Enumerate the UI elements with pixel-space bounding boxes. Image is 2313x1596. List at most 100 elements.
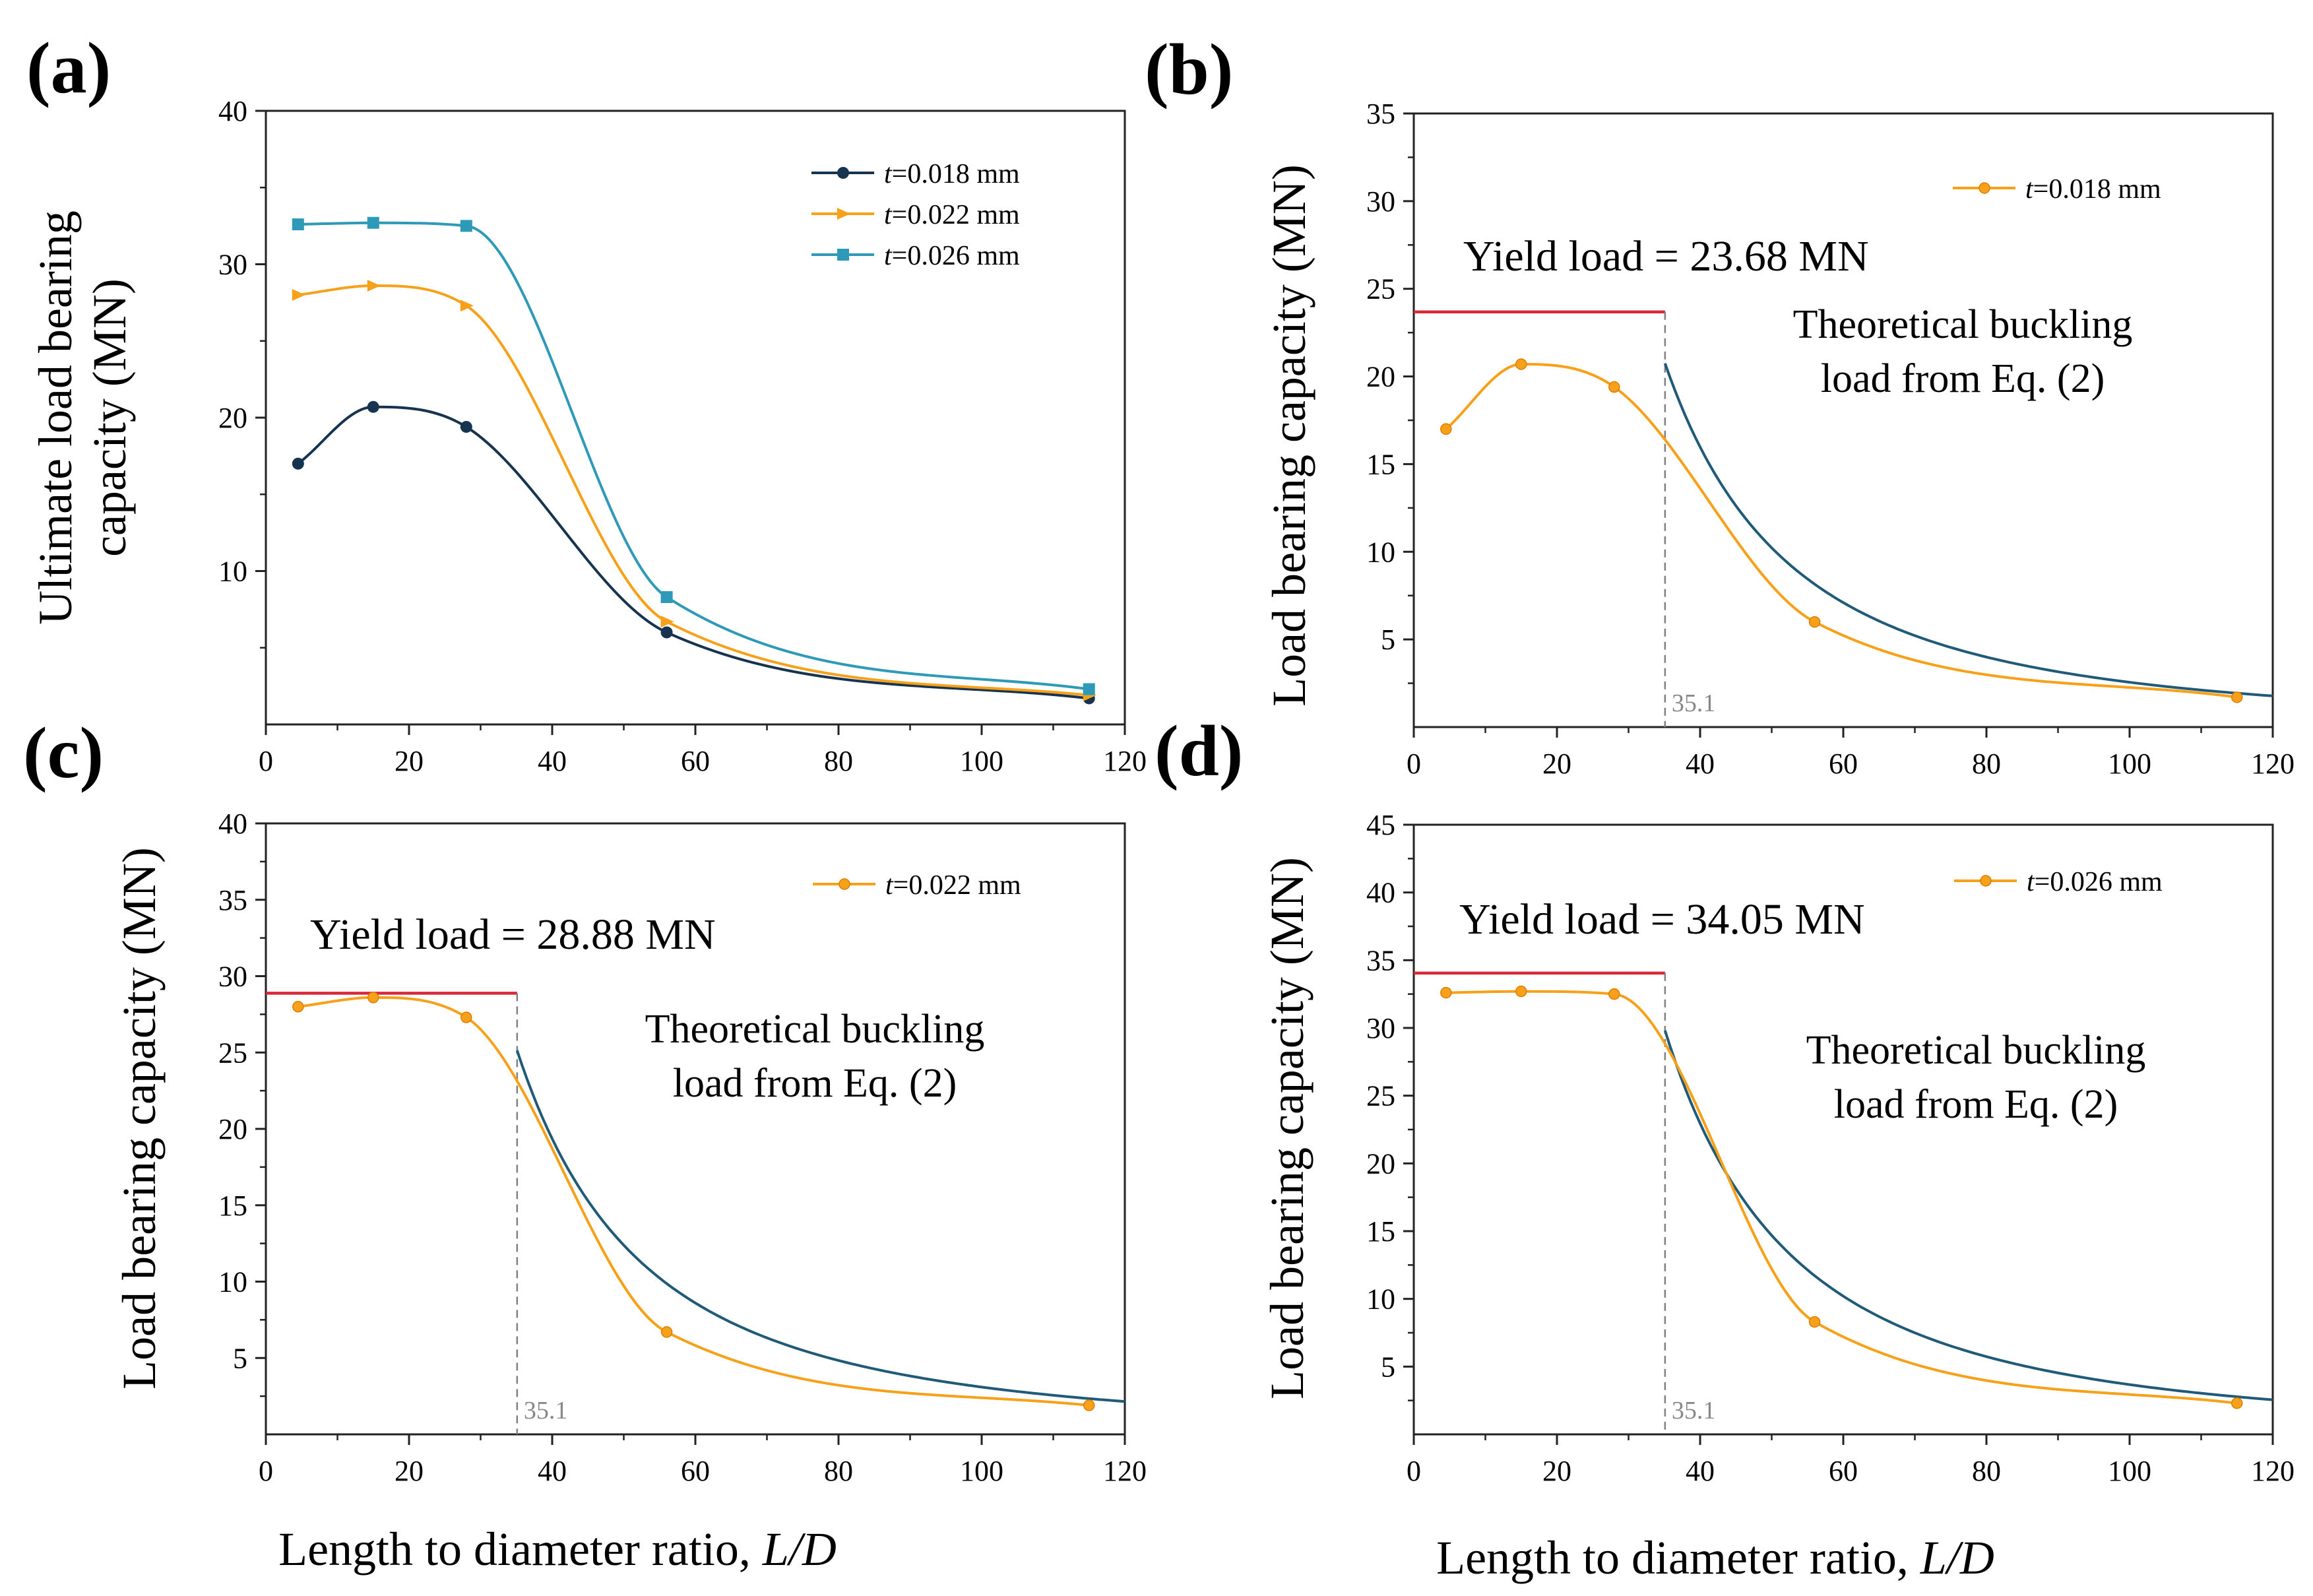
x-tick-label: 120: [2251, 748, 2295, 780]
data-point: [1083, 1399, 1095, 1411]
legend-label: t=0.018 mm: [884, 159, 1020, 189]
y-tick-label: 5: [1381, 623, 1395, 656]
data-point: [292, 218, 304, 231]
series-line: [1445, 362, 2238, 699]
data-point: [1808, 616, 1821, 628]
x-tick-label: 20: [395, 745, 424, 777]
y-axis-label-line: capacity (MN): [83, 278, 136, 557]
buckling-text-line: load from Eq. (2): [1821, 356, 2105, 401]
data-point: [660, 616, 674, 628]
x-tick-label: 0: [1407, 748, 1421, 780]
y-tick-label: 5: [233, 1342, 247, 1374]
vline-label: 35.1: [524, 1397, 568, 1424]
legend-label-rest: =0.018 mm: [2033, 174, 2161, 205]
buckling-text-line: load from Eq. (2): [673, 1061, 957, 1106]
x-tick-label: 40: [1686, 1455, 1715, 1487]
x-tick-label: 0: [1407, 1455, 1421, 1487]
x-tick-label: 40: [538, 745, 567, 777]
data-point: [367, 992, 379, 1004]
data-point: [460, 220, 472, 232]
series-line: [297, 405, 1090, 700]
panel-label: (a): [26, 28, 111, 108]
y-axis-label-line: Load bearing capacity (MN): [113, 847, 166, 1389]
y-axis-label: Load bearing capacity (MN): [1263, 164, 1315, 707]
xlabel-left: Length to diameter ratio, L/D: [278, 1523, 837, 1576]
y-tick-label: 35: [1366, 98, 1395, 130]
x-tick-label: 80: [1972, 1455, 2001, 1487]
data-point: [292, 1001, 304, 1013]
legend-label-rest: =0.022 mm: [892, 200, 1020, 230]
data-point: [1440, 423, 1452, 435]
y-axis-label-line: Load bearing capacity (MN): [1263, 164, 1315, 707]
xlabel-right: Length to diameter ratio, L/D: [1436, 1531, 1994, 1584]
legend-marker: [837, 167, 849, 179]
yield-load-text: Yield load = 34.05 MN: [1459, 895, 1865, 943]
buckling-text-line: Theoretical buckling: [1793, 302, 2133, 347]
y-tick-label: 25: [1366, 273, 1395, 305]
x-tick-label: 0: [259, 1455, 273, 1487]
data-point: [660, 1326, 673, 1338]
legend-label: t=0.022 mm: [884, 200, 1020, 230]
y-tick-label: 20: [218, 1113, 247, 1145]
buckling-text: Theoretical buckling load from Eq. (2): [645, 1007, 985, 1106]
series-line: [298, 221, 1090, 691]
x-tick-label: 100: [960, 1455, 1003, 1487]
x-tick-label: 0: [259, 745, 273, 777]
data-point: [460, 420, 472, 433]
panel-d: (d) 0 20 40 60 80 100 120 5 10 15 20 25 30 35 40 45 Load …: [1155, 711, 2295, 1487]
panel-b: (b) 0 20 40 60 80 100 120 5 10 15 20 25 30 35 Load bear…: [1145, 29, 2295, 780]
data-point: [1440, 986, 1452, 999]
yield-load-text: Yield load = 23.68 MN: [1463, 232, 1869, 280]
buckling-curve: [1663, 363, 2273, 697]
x-tick-label: 80: [824, 745, 853, 777]
xlabel-left-var: L/D: [762, 1523, 837, 1576]
y-tick-label: 25: [1366, 1080, 1395, 1112]
data-point: [1515, 985, 1527, 998]
legend-label: t=0.026 mm: [2027, 867, 2163, 897]
data-point: [367, 280, 381, 292]
y-axis-label: Ultimate load bearingcapacity (MN): [29, 210, 136, 625]
y-tick-label: 15: [1366, 448, 1395, 480]
legend-label-rest: =0.022 mm: [893, 870, 1021, 901]
legend-label: t=0.022 mm: [885, 870, 1021, 901]
x-tick-label: 120: [2251, 1455, 2295, 1487]
data-point: [460, 300, 474, 312]
y-tick-label: 35: [1366, 944, 1395, 976]
legend-label-rest: =0.026 mm: [2035, 867, 2163, 897]
legend-label: t=0.026 mm: [884, 241, 1020, 271]
data-point: [1083, 683, 1095, 695]
legend-marker: [1979, 182, 1990, 194]
data-point: [660, 591, 673, 604]
y-tick-label: 40: [1366, 877, 1395, 909]
y-tick-label: 20: [218, 402, 247, 434]
buckling-text: Theoretical buckling load from Eq. (2): [1806, 1028, 2146, 1127]
xlabel-right-var: L/D: [1920, 1531, 1994, 1584]
buckling-text: Theoretical buckling load from Eq. (2): [1793, 302, 2133, 401]
series-line: [298, 284, 1090, 697]
buckling-curve: [1663, 1030, 2273, 1401]
buckling-text-line: load from Eq. (2): [1834, 1082, 2118, 1127]
y-tick-label: 10: [218, 1266, 247, 1298]
y-axis-label-line: Ultimate load bearing: [29, 210, 82, 625]
y-tick-label: 30: [1366, 185, 1395, 218]
y-tick-label: 35: [218, 884, 247, 916]
data-point: [1808, 1316, 1821, 1328]
buckling-text-line: Theoretical buckling: [645, 1007, 985, 1052]
x-tick-label: 80: [824, 1455, 853, 1487]
y-tick-label: 40: [218, 808, 247, 840]
x-tick-label: 120: [1103, 1455, 1147, 1487]
x-tick-label: 20: [1542, 1455, 1571, 1487]
y-tick-label: 5: [1381, 1351, 1395, 1383]
vline-label: 35.1: [1672, 689, 1716, 717]
legend-label-var: t: [884, 241, 893, 271]
x-tick-label: 80: [1972, 748, 2001, 780]
y-tick-label: 10: [218, 556, 247, 588]
y-axis-label: Load bearing capacity (MN): [113, 847, 166, 1389]
y-tick-label: 10: [1366, 536, 1395, 568]
x-tick-label: 100: [2108, 748, 2151, 780]
yield-load-text: Yield load = 28.88 MN: [310, 910, 716, 959]
legend-label-var: t: [885, 870, 894, 901]
y-axis-label-line: Load bearing capacity (MN): [1261, 857, 1314, 1399]
x-tick-label: 120: [1103, 745, 1147, 777]
